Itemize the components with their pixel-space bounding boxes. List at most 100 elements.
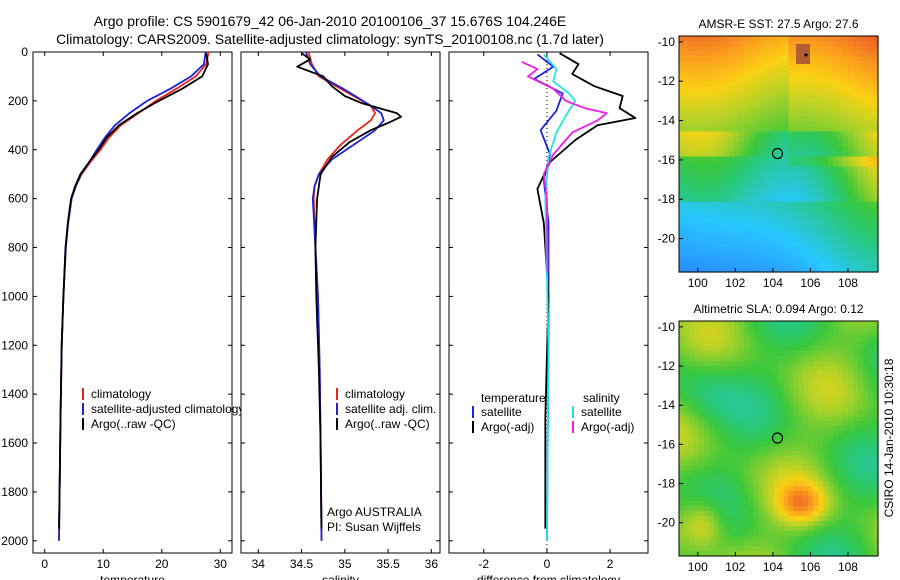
heatmap-cell: [868, 436, 874, 442]
heatmap-cell: [873, 536, 879, 542]
heatmap-cell: [783, 321, 790, 327]
heatmap-cell: [858, 391, 864, 397]
heatmap-cell: [873, 381, 879, 387]
heatmap-cell: [788, 481, 795, 487]
heatmap-cell: [843, 396, 849, 402]
heatmap-cell: [773, 231, 780, 238]
heatmap-cell: [763, 181, 770, 188]
heatmap-cell: [688, 436, 695, 442]
heatmap-cell: [813, 46, 819, 52]
heatmap-cell: [738, 471, 745, 477]
heatmap-cell: [718, 381, 725, 387]
heatmap-cell: [808, 231, 814, 238]
heatmap-cell: [713, 201, 720, 208]
heatmap-cell: [823, 56, 829, 62]
heatmap-cell: [858, 466, 864, 472]
heatmap-cell: [728, 86, 735, 92]
heatmap-cell: [808, 81, 814, 87]
heatmap-cell: [858, 256, 864, 263]
heatmap-cell: [743, 426, 750, 432]
heatmap-cell: [683, 191, 690, 198]
heatmap-cell: [828, 441, 834, 447]
heatmap-cell: [763, 436, 770, 442]
heatmap-cell: [848, 411, 854, 417]
heatmap-cell: [773, 131, 780, 138]
heatmap-cell: [813, 106, 819, 112]
heatmap-cell: [808, 176, 814, 183]
heatmap-cell: [818, 171, 824, 178]
heatmap-cell: [838, 391, 844, 397]
heatmap-cell: [868, 321, 874, 327]
heatmap-cell: [808, 531, 814, 537]
heatmap-cell: [803, 191, 809, 198]
heatmap-cell: [723, 256, 730, 263]
heatmap-cell: [773, 336, 780, 342]
heatmap-cell: [788, 546, 795, 552]
heatmap-cell: [833, 146, 839, 153]
heatmap-cell: [788, 106, 795, 112]
heatmap-cell: [838, 346, 844, 352]
heatmap-cell: [758, 341, 765, 347]
heatmap-cell: [703, 236, 710, 243]
heatmap-cell: [863, 186, 869, 193]
heatmap-cell: [693, 321, 700, 327]
heatmap-cell: [763, 116, 770, 122]
heatmap-cell: [843, 466, 849, 472]
heatmap-cell: [858, 486, 864, 492]
heatmap-cell: [823, 476, 829, 482]
heatmap-cell: [733, 336, 740, 342]
heatmap-cell: [698, 351, 705, 357]
heatmap-cell: [843, 116, 849, 122]
heatmap-cell: [798, 436, 804, 442]
heatmap-cell: [693, 371, 700, 377]
heatmap-cell: [778, 86, 785, 92]
heatmap-cell: [828, 206, 834, 213]
heatmap-cell: [753, 266, 760, 273]
heatmap-cell: [873, 416, 879, 422]
heatmap-cell: [833, 391, 839, 397]
heatmap-cell: [728, 166, 735, 173]
heatmap-cell: [818, 356, 824, 362]
heatmap-cell: [773, 461, 780, 467]
heatmap-cell: [818, 521, 824, 527]
heatmap-cell: [858, 71, 864, 77]
heatmap-cell: [683, 411, 690, 417]
heatmap-cell: [679, 116, 685, 122]
heatmap-cell: [793, 396, 799, 402]
heatmap-cell: [718, 461, 725, 467]
heatmap-cell: [843, 341, 849, 347]
heatmap-cell: [679, 76, 685, 82]
heatmap-cell: [708, 211, 715, 218]
heatmap-cell: [838, 96, 844, 102]
heatmap-cell: [838, 461, 844, 467]
heatmap-cell: [743, 416, 750, 422]
heatmap-cell: [713, 241, 720, 248]
heatmap-cell: [803, 216, 809, 223]
heatmap-cell: [758, 196, 765, 203]
heatmap-cell: [823, 501, 829, 507]
heatmap-cell: [748, 516, 755, 522]
heatmap-cell: [768, 66, 775, 72]
heatmap-cell: [833, 516, 839, 522]
heatmap-cell: [778, 266, 785, 273]
heatmap-cell: [808, 101, 814, 107]
heatmap-cell: [798, 216, 804, 223]
heatmap-cell: [733, 266, 740, 273]
heatmap-cell: [853, 196, 859, 203]
heatmap-cell: [748, 151, 755, 158]
heatmap-cell: [793, 116, 799, 122]
heatmap-cell: [753, 326, 760, 332]
heatmap-cell: [753, 371, 760, 377]
heatmap-cell: [848, 416, 854, 422]
heatmap-cell: [723, 386, 730, 392]
legend-label: satellite adj. clim.: [345, 402, 436, 416]
heatmap-cell: [693, 216, 700, 223]
heatmap-cell: [738, 181, 745, 188]
heatmap-cell: [853, 496, 859, 502]
heatmap-cell: [718, 491, 725, 497]
heatmap-cell: [833, 506, 839, 512]
sst_map-x-tick-label: 104: [763, 276, 783, 290]
heatmap-cell: [728, 386, 735, 392]
heatmap-cell: [708, 46, 715, 52]
heatmap-cell: [858, 266, 864, 273]
